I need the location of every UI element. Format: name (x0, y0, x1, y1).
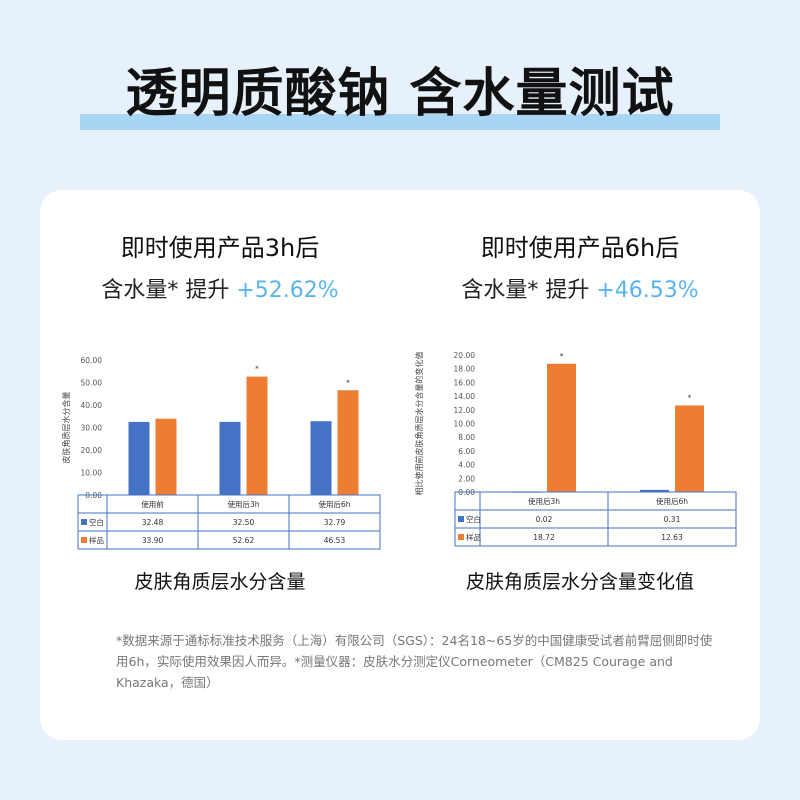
data-label: 33.90 (142, 536, 164, 545)
data-table-border (454, 491, 737, 547)
x-tick-label: 使用后3h (227, 499, 259, 509)
x-tick-label: 使用后6h (656, 496, 688, 506)
data-label: 52.62 (233, 536, 255, 545)
bar-sample (337, 390, 359, 495)
data-label: 32.50 (233, 518, 255, 527)
y-tick-label: 2.00 (458, 474, 475, 483)
chart-caption: 皮肤角质层水分含量变化值 (465, 571, 694, 593)
moisture-increase: +46.53% (596, 278, 699, 303)
data-label: 32.79 (324, 518, 346, 527)
data-label: 12.63 (661, 533, 683, 542)
data-label: 46.53 (324, 536, 346, 545)
footnote: *数据来源于通标标准技术服务（上海）有限公司（SGS）：24名18~65岁的中国… (116, 633, 713, 690)
moisture-increase: +52.62% (236, 278, 339, 303)
panel-heading: 即时使用产品6h后 (480, 234, 680, 262)
chart-6h: 相比使用前皮肤角质层水分含量的变化值 0.002.004.006.008.0010… (414, 351, 737, 547)
chart-caption: 皮肤角质层水分含量 (134, 571, 306, 593)
x-tick-label: 使用后3h (528, 496, 560, 506)
bar-blank (128, 421, 150, 495)
data-label: 32.48 (142, 518, 164, 527)
y-tick-label: 20.00 (81, 446, 103, 455)
significance-mark: * (688, 393, 692, 402)
significance-mark: * (346, 378, 350, 387)
panel-6h: 即时使用产品6h后 含水量* 提升 +46.53% 相比使用前皮肤角质层水分含量… (400, 190, 760, 610)
chart-3h: 皮肤角质层水分含量0.0010.0020.0030.0040.0050.0060… (61, 356, 381, 550)
title-area: 透明质酸钠 含水量测试 (0, 58, 800, 138)
y-tick-label: 50.00 (81, 379, 103, 388)
legend-label: 样品 (89, 535, 104, 545)
bar-blank (310, 421, 332, 495)
panel-subheading: 含水量* 提升 +46.53% (400, 272, 760, 304)
bar-sample (246, 376, 268, 495)
y-tick-label: 18.00 (454, 365, 476, 374)
legend-label: 空白 (89, 517, 104, 527)
legend-swatch (458, 516, 464, 522)
significance-mark: * (255, 365, 259, 374)
panel-heading: 即时使用产品3h后 (120, 234, 320, 262)
legend-swatch (81, 537, 87, 543)
bar-blank (640, 489, 669, 492)
x-tick-label: 使用前 (141, 499, 164, 509)
legend-label: 空白 (466, 514, 481, 524)
data-table-border (77, 494, 381, 550)
bar-sample (155, 418, 177, 495)
significance-mark: * (560, 352, 564, 361)
data-label: 0.02 (536, 515, 553, 524)
y-tick-label: 14.00 (454, 392, 476, 401)
moisture-label: 含水量* 提升 (101, 278, 230, 303)
legend-swatch (458, 534, 464, 540)
y-tick-label: 16.00 (454, 378, 476, 387)
y-tick-label: 4.00 (458, 461, 475, 470)
y-axis-title: 相比使用前皮肤角质层水分含量的变化值 (414, 352, 424, 496)
bar-sample (547, 363, 576, 492)
y-tick-label: 40.00 (81, 401, 103, 410)
y-tick-label: 10.00 (81, 469, 103, 478)
y-tick-label: 30.00 (81, 424, 103, 433)
data-label: 18.72 (533, 533, 555, 542)
page-title: 透明质酸钠 含水量测试 (125, 64, 675, 124)
panel-3h: 即时使用产品3h后 含水量* 提升 +52.62% 皮肤角质层水分含量 0.00 1… (40, 190, 400, 610)
y-tick-label: 10.00 (454, 420, 476, 429)
y-tick-label: 6.00 (458, 447, 475, 456)
legend-swatch (81, 519, 87, 525)
y-axis-title: 皮肤角质层水分含量 (61, 392, 71, 464)
y-tick-label: 12.00 (454, 406, 476, 415)
y-tick-label: 20.00 (454, 351, 476, 360)
y-tick-label: 8.00 (458, 433, 475, 442)
panel-subheading: 含水量* 提升 +52.62% (40, 272, 400, 304)
bar-blank (219, 421, 241, 495)
moisture-label: 含水量* 提升 (461, 278, 590, 303)
bar-sample (675, 405, 704, 492)
legend-label: 样品 (466, 532, 481, 542)
title-highlight-bar (80, 114, 720, 130)
results-card: 即时使用产品3h后 含水量* 提升 +52.62% 皮肤角质层水分含量 0.00 1… (40, 190, 760, 740)
data-label: 0.31 (664, 515, 681, 524)
y-tick-label: 60.00 (81, 356, 103, 365)
x-tick-label: 使用后6h (318, 499, 350, 509)
